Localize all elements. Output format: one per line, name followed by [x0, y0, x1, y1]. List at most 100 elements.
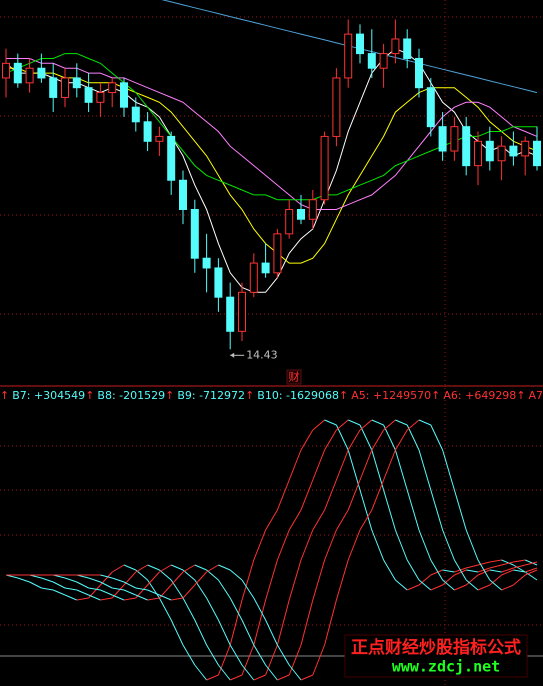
indicator-segment — [276, 479, 290, 511]
indicator-segment — [41, 577, 54, 583]
indicator-segment — [41, 587, 54, 591]
legend-arrow: ↑ — [85, 389, 94, 402]
indicator-segment — [218, 564, 231, 571]
indicator-segment — [406, 424, 420, 451]
indicator-segment — [52, 581, 66, 589]
indicator-segment — [100, 581, 113, 589]
indicator-segment — [324, 529, 337, 561]
indicator-segment — [253, 597, 267, 621]
indicator-segment — [300, 429, 314, 451]
indicator-segment — [418, 449, 432, 491]
indicator-segment — [300, 674, 313, 681]
moving-average-line — [6, 67, 538, 264]
indicator-segment — [501, 567, 514, 573]
indicator-segment — [489, 559, 502, 563]
indicator-segment — [100, 597, 113, 601]
candle-body — [415, 57, 423, 89]
indicator-segment — [194, 571, 207, 586]
indicator-segment — [383, 419, 396, 431]
indicator-segment — [395, 419, 408, 426]
indicator-segment — [406, 489, 420, 531]
indicator-segment — [430, 569, 443, 576]
candle-body — [297, 208, 305, 220]
indicator-segment — [359, 489, 373, 531]
indicator-segment — [276, 529, 290, 561]
legend-arrow: ↑ — [0, 389, 9, 402]
indicator-segment — [312, 509, 326, 531]
indicator-segment — [383, 559, 396, 581]
indicator-segment — [147, 571, 160, 586]
low-price-label: 14.43 — [246, 348, 278, 361]
candle-body — [367, 53, 376, 69]
indicator-segment — [324, 429, 337, 451]
legend-arrow: ↑ — [516, 389, 525, 402]
candle-body — [308, 199, 317, 220]
moving-average-line — [6, 58, 538, 210]
indicator-segment — [312, 644, 326, 676]
indicator-segment — [135, 569, 148, 581]
indicator-segment — [253, 529, 267, 561]
indicator-segment — [489, 564, 502, 569]
indicator-segment — [182, 644, 196, 666]
indicator-segment — [276, 599, 290, 646]
indicator-segment — [217, 579, 231, 599]
indicator-segment — [394, 429, 408, 451]
watermark-url: www.zdcj.net — [392, 658, 500, 676]
indicator-segment — [135, 564, 148, 573]
indicator-segment — [241, 664, 255, 681]
marker-box — [286, 369, 302, 385]
indicator-segment — [335, 559, 349, 601]
indicator-segment — [218, 664, 231, 681]
indicator-segment — [335, 424, 349, 451]
indicator-segment — [229, 597, 243, 621]
indicator-segment — [489, 569, 502, 573]
indicator-segment — [64, 594, 77, 601]
legend-arrow: ↑ — [431, 389, 440, 402]
indicator-segment — [442, 579, 455, 591]
indicator-segment — [64, 577, 77, 583]
legend-label: A6: +649298 — [443, 389, 516, 402]
indicator-segment — [347, 429, 361, 451]
indicator-segment — [513, 569, 526, 573]
indicator-segment — [430, 559, 444, 581]
candle-body — [320, 135, 329, 201]
candle-body — [155, 135, 164, 142]
indicator-segment — [406, 419, 420, 431]
indicator-segment — [477, 584, 490, 591]
candle-body — [72, 77, 81, 89]
indicator-segment — [477, 561, 490, 566]
indicator-segment — [525, 561, 538, 566]
indicator-segment — [123, 581, 137, 589]
candle-body — [13, 62, 22, 84]
indicator-segment — [418, 529, 432, 561]
indicator-segment — [430, 489, 444, 531]
candle-body — [179, 179, 187, 210]
indicator-segment — [123, 589, 136, 596]
indicator-segment — [194, 619, 208, 646]
candle-body — [438, 126, 447, 152]
indicator-segment — [300, 529, 314, 561]
indicator-segment — [418, 419, 431, 426]
indicator-segment — [182, 584, 196, 599]
indicator-segment — [454, 584, 467, 591]
indicator-segment — [383, 489, 396, 531]
overlay: 财 正点财经炒股指标公式 www.zdcj.net 14.43 — [230, 348, 528, 678]
indicator-segment — [513, 574, 526, 586]
watermark-title: 正点财经炒股指标公式 — [351, 637, 521, 658]
indicator-segment — [253, 599, 267, 646]
indicator-segment — [453, 489, 467, 531]
indicator-segment — [288, 644, 302, 676]
indicator-segment — [371, 529, 385, 561]
candle-body — [450, 126, 459, 152]
indicator-segment — [229, 644, 243, 666]
indicator-segment — [442, 449, 455, 491]
indicator-segment — [194, 664, 207, 681]
indicator-segment — [100, 574, 113, 579]
indicator-segment — [230, 674, 243, 681]
indicator-segment — [17, 577, 30, 583]
indicator-segment — [112, 587, 125, 591]
indicator-segment — [265, 559, 278, 601]
candle-body — [533, 140, 541, 167]
moving-average-line — [5, 48, 538, 293]
indicator-segment — [418, 579, 432, 591]
